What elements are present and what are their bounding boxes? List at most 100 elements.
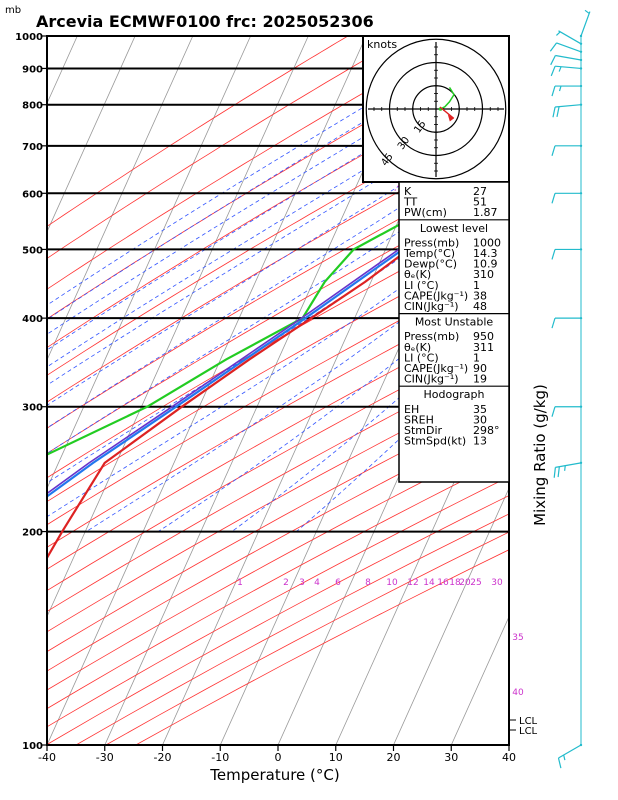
dry-adiabat-line <box>47 285 509 548</box>
index-label: LI (°C) <box>404 279 439 292</box>
mixing-ratio-label: 3 <box>299 578 305 588</box>
wind-barb-dot <box>579 743 583 747</box>
isotherm-line <box>450 615 509 745</box>
x-tick-label: -20 <box>154 751 172 764</box>
dry-adiabat-line <box>47 131 509 403</box>
index-value: 310 <box>473 268 494 281</box>
mixing-ratio-label: 1 <box>237 578 243 588</box>
wind-barb-flag <box>551 249 556 260</box>
wind-barb-flag <box>551 406 556 417</box>
mixing-ratio-label: 14 <box>423 578 435 588</box>
isotherm-line <box>47 36 194 361</box>
index-value: 14.3 <box>473 247 498 260</box>
wind-barb-shaft <box>558 30 582 45</box>
y-tick-label: 700 <box>22 142 43 153</box>
wind-barb-shaft <box>555 54 582 61</box>
wind-barb-dot <box>579 192 583 195</box>
index-label: CAPE(Jkg⁻¹) <box>404 362 468 375</box>
y-tick-label: 200 <box>22 528 43 539</box>
y-tick-label: 500 <box>22 245 43 256</box>
wind-barb-flag <box>553 467 556 478</box>
index-label: TT <box>403 196 418 209</box>
wind-barb-dot <box>579 58 583 62</box>
wind-barb-shaft <box>555 65 582 70</box>
dry-adiabat-line <box>47 396 509 653</box>
index-label: Press(mb) <box>404 330 459 343</box>
index-value: 1 <box>473 279 480 292</box>
index-label: Dewp(°C) <box>404 258 457 271</box>
x-tick-label: -10 <box>211 751 229 764</box>
wind-barb-half-flag <box>563 754 566 761</box>
index-label: θₑ(K) <box>404 341 431 354</box>
y-axis: 100 200 300 400 500 600 700 800 900 1000 <box>15 32 47 752</box>
index-value: 10.9 <box>473 258 498 271</box>
wind-barb-flag <box>550 65 556 77</box>
index-label: CAPE(Jkg⁻¹) <box>404 289 468 302</box>
index-value: 38 <box>473 289 487 302</box>
hodograph-ring <box>412 85 460 133</box>
index-value: 35 <box>473 403 487 416</box>
y-tick-label: 800 <box>22 101 43 112</box>
dry-adiabat-line <box>47 158 509 429</box>
lcl-label: LCL <box>519 726 538 737</box>
dry-adiabat-line <box>47 354 509 612</box>
x-tick-label: 0 <box>275 751 282 764</box>
wind-barb-shaft <box>555 462 582 468</box>
wind-barb-half-flag <box>558 85 562 92</box>
index-value: 90 <box>473 362 487 375</box>
wind-barb-half-flag <box>584 9 590 14</box>
y-tick-label: 900 <box>22 64 43 75</box>
index-label: θₑ(K) <box>404 268 431 281</box>
wind-barb-flag <box>551 85 556 97</box>
mixing-ratio-label: 30 <box>491 578 503 588</box>
wind-barb-flag <box>551 317 556 329</box>
index-value: 51 <box>473 196 487 209</box>
y-tick-label: 100 <box>22 741 43 752</box>
mixing-ratio-label: 20 <box>459 578 471 588</box>
index-label: SREH <box>404 413 434 426</box>
wind-barb-dot <box>579 34 583 38</box>
y-tick-label: 300 <box>22 403 43 414</box>
wind-barb-dot <box>579 67 583 70</box>
mixing-ratio-label: 6 <box>335 578 341 588</box>
index-value: 1 <box>473 351 480 364</box>
thetae-label: 40 <box>512 688 524 698</box>
wind-barb-half-flag <box>556 31 561 36</box>
x-tick-label: -30 <box>96 751 114 764</box>
mixing-ratio-label: 8 <box>365 578 371 588</box>
dewpoint-line <box>47 153 509 456</box>
index-value: 950 <box>473 330 494 343</box>
dry-adiabat-line <box>47 261 509 526</box>
wind-barb-dot <box>579 461 583 465</box>
wind-barb-dot <box>579 42 583 45</box>
index-value: 1000 <box>473 236 501 249</box>
mixing-ratio-label: 25 <box>470 578 481 588</box>
index-label: Press(mb) <box>404 236 459 249</box>
x-tick-label: -40 <box>38 751 56 764</box>
wind-barb-flag <box>557 757 562 769</box>
temperature-line <box>47 169 509 560</box>
mixing-ratio-label: 2 <box>283 578 289 588</box>
x-tick-label: 20 <box>387 751 401 764</box>
wind-barb-half-flag <box>564 465 566 471</box>
mixing-ratio-label: 12 <box>407 578 418 588</box>
wind-barb-flag <box>556 106 560 117</box>
dry-adiabat-line <box>47 36 406 259</box>
index-value: 298° <box>473 424 500 437</box>
units-label: mb <box>5 5 21 16</box>
isotherm-line <box>393 487 509 745</box>
wind-barb-dot <box>579 405 583 408</box>
indices-frame <box>398 181 510 483</box>
wind-barb-flag <box>557 466 560 478</box>
wind-barb-flag <box>550 55 556 66</box>
index-value: 19 <box>473 373 487 386</box>
wind-barb-dot <box>579 144 583 148</box>
dry-adiabat-line <box>47 36 349 227</box>
indices-section-header: Hodograph <box>424 388 485 401</box>
dry-adiabat-line <box>47 102 509 376</box>
mixing-ratio-axis-label: Mixing Ratio (g/kg) <box>531 384 549 526</box>
